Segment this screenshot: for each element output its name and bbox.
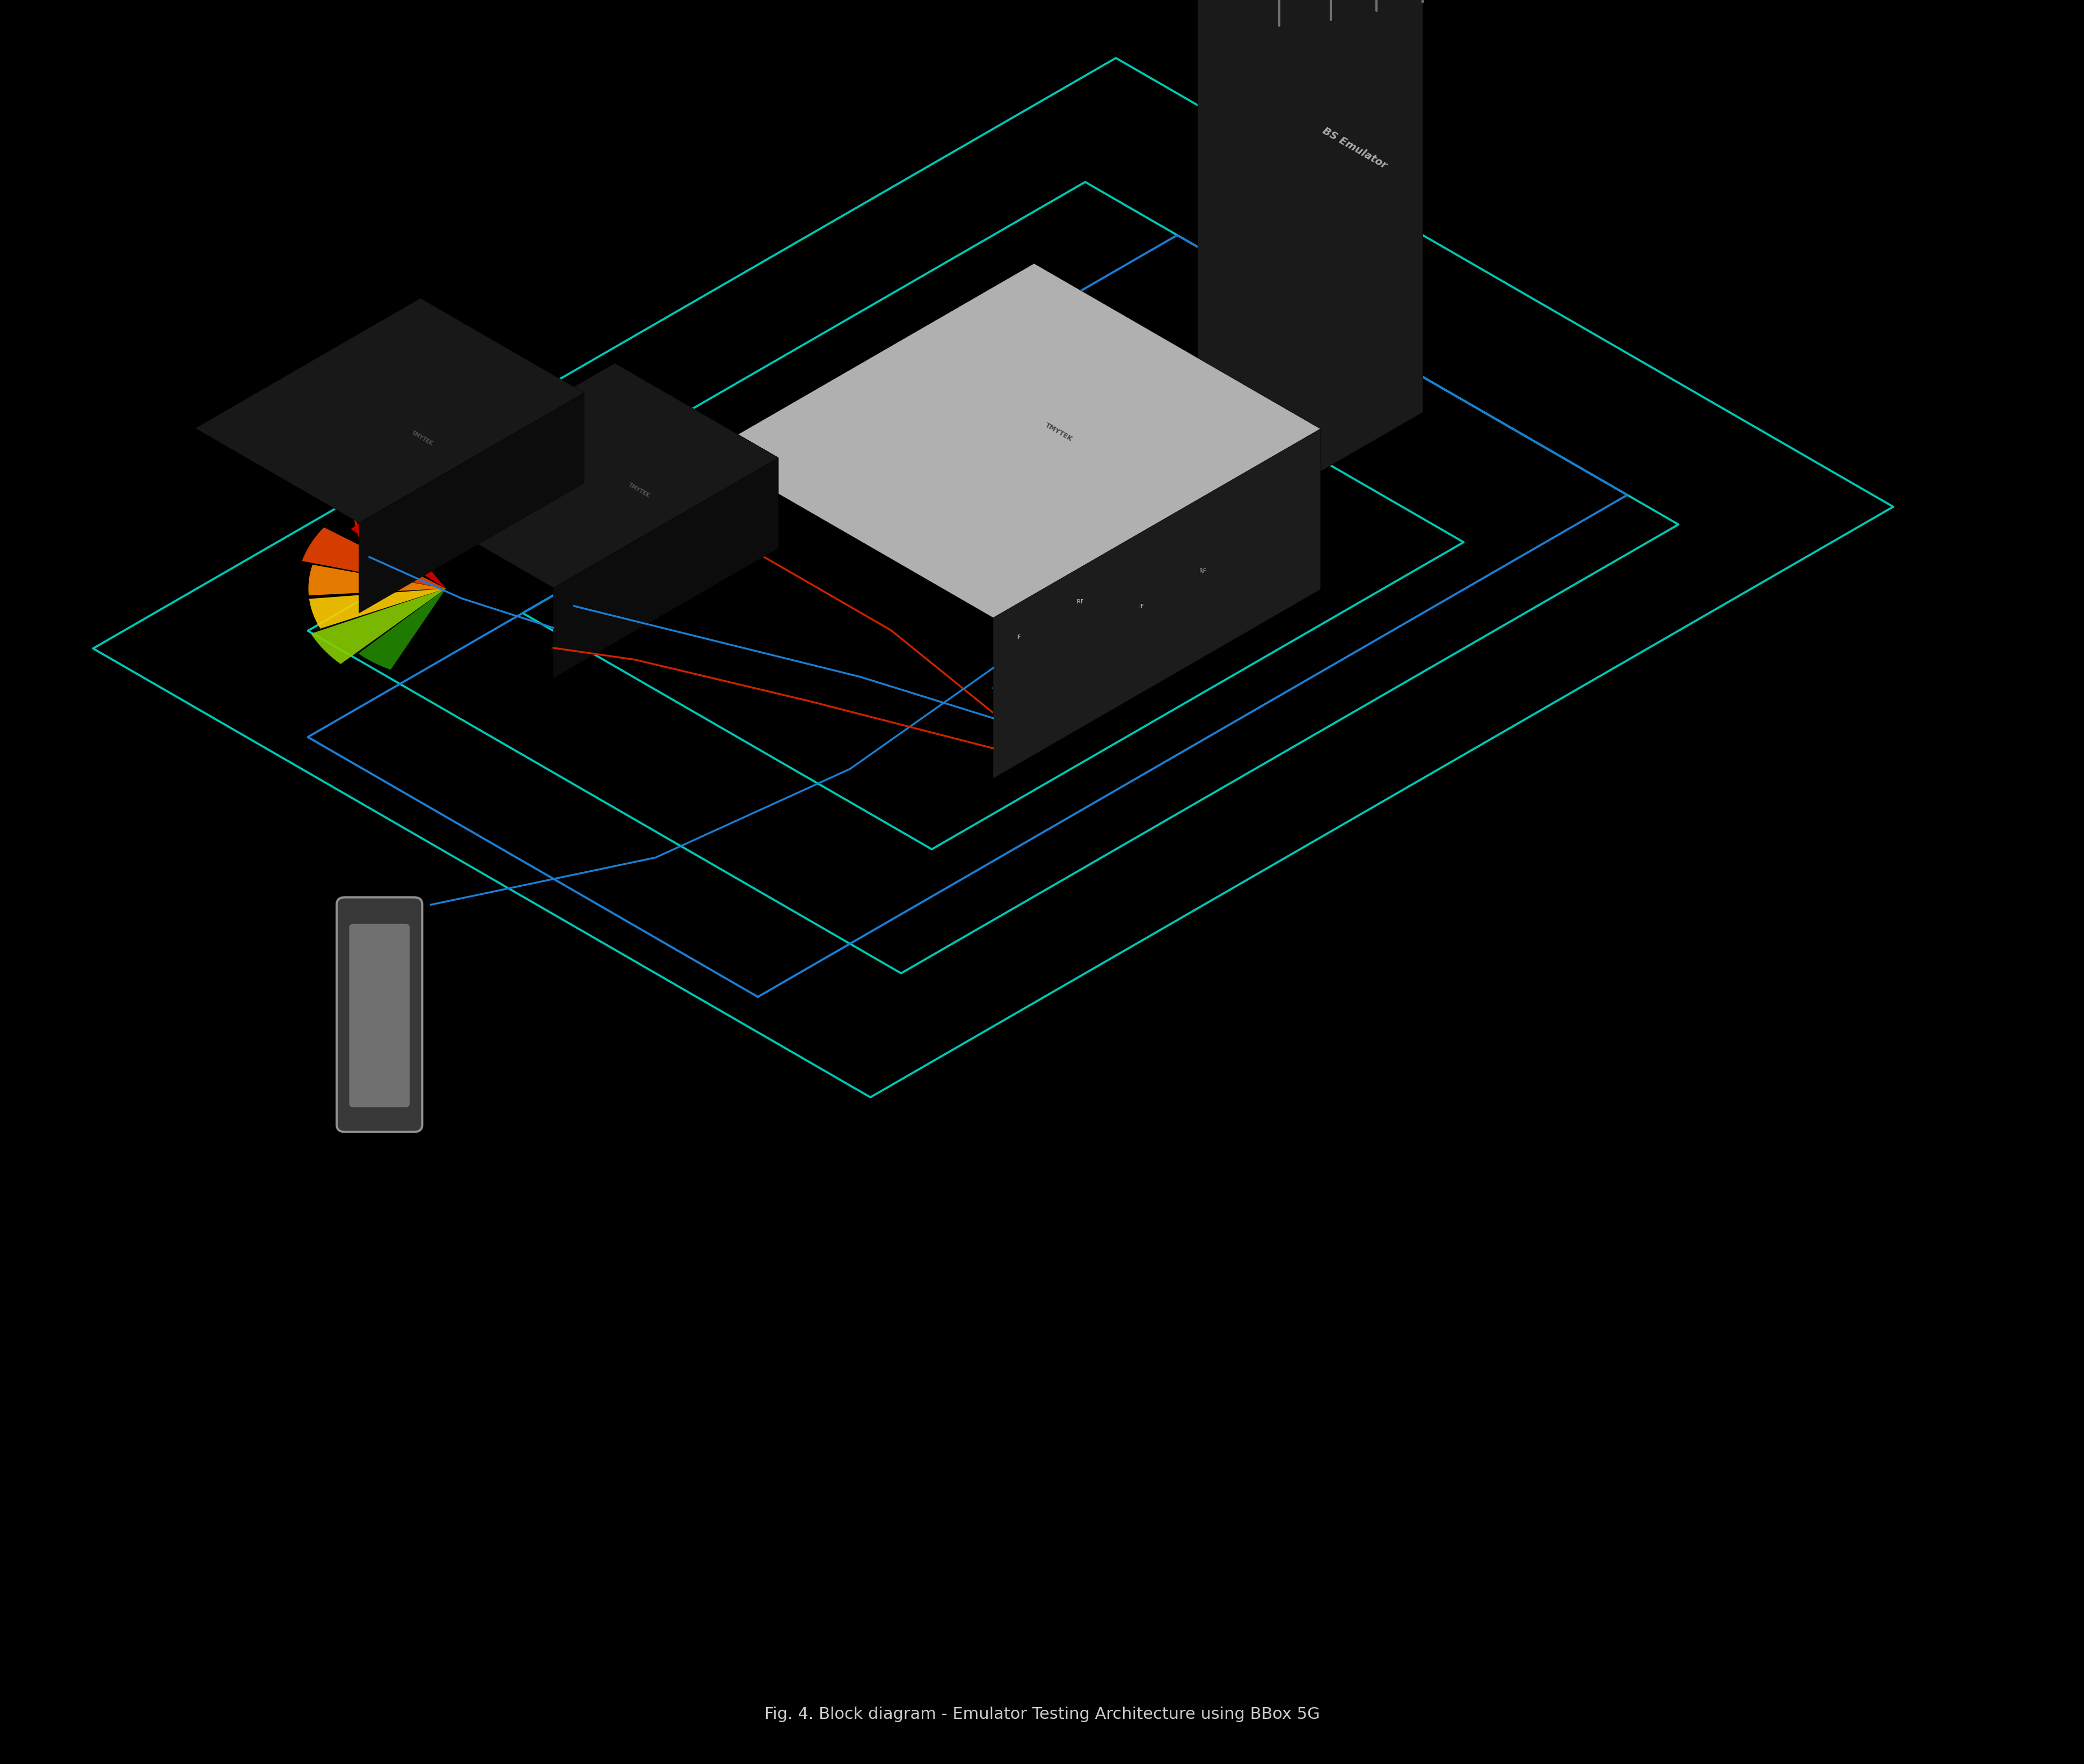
FancyBboxPatch shape bbox=[338, 898, 423, 1132]
Polygon shape bbox=[308, 589, 446, 628]
Polygon shape bbox=[308, 564, 446, 596]
Text: RF: RF bbox=[1077, 600, 1084, 605]
Polygon shape bbox=[196, 298, 584, 522]
Polygon shape bbox=[994, 429, 1321, 778]
Text: TMYTEK: TMYTEK bbox=[411, 430, 433, 446]
Polygon shape bbox=[311, 589, 446, 663]
FancyBboxPatch shape bbox=[350, 924, 411, 1108]
Text: TMYTEK: TMYTEK bbox=[1044, 422, 1073, 443]
Polygon shape bbox=[706, 263, 1321, 617]
Polygon shape bbox=[615, 363, 777, 549]
Text: IF: IF bbox=[1140, 603, 1144, 609]
Text: IF: IF bbox=[1017, 635, 1021, 640]
Polygon shape bbox=[554, 457, 777, 677]
Text: BS Emulator: BS Emulator bbox=[1321, 125, 1388, 171]
Polygon shape bbox=[358, 589, 446, 670]
Polygon shape bbox=[350, 512, 446, 589]
Polygon shape bbox=[1198, 0, 1423, 542]
Polygon shape bbox=[1034, 263, 1321, 589]
Text: Fig. 4. Block diagram - Emulator Testing Architecture using BBox 5G: Fig. 4. Block diagram - Emulator Testing… bbox=[765, 1708, 1319, 1722]
Polygon shape bbox=[302, 527, 446, 589]
Polygon shape bbox=[421, 298, 584, 483]
Polygon shape bbox=[390, 363, 777, 587]
Text: RF: RF bbox=[1200, 568, 1207, 573]
Polygon shape bbox=[1219, 0, 1423, 413]
Polygon shape bbox=[358, 393, 584, 614]
Text: TMYTEK: TMYTEK bbox=[627, 482, 650, 499]
